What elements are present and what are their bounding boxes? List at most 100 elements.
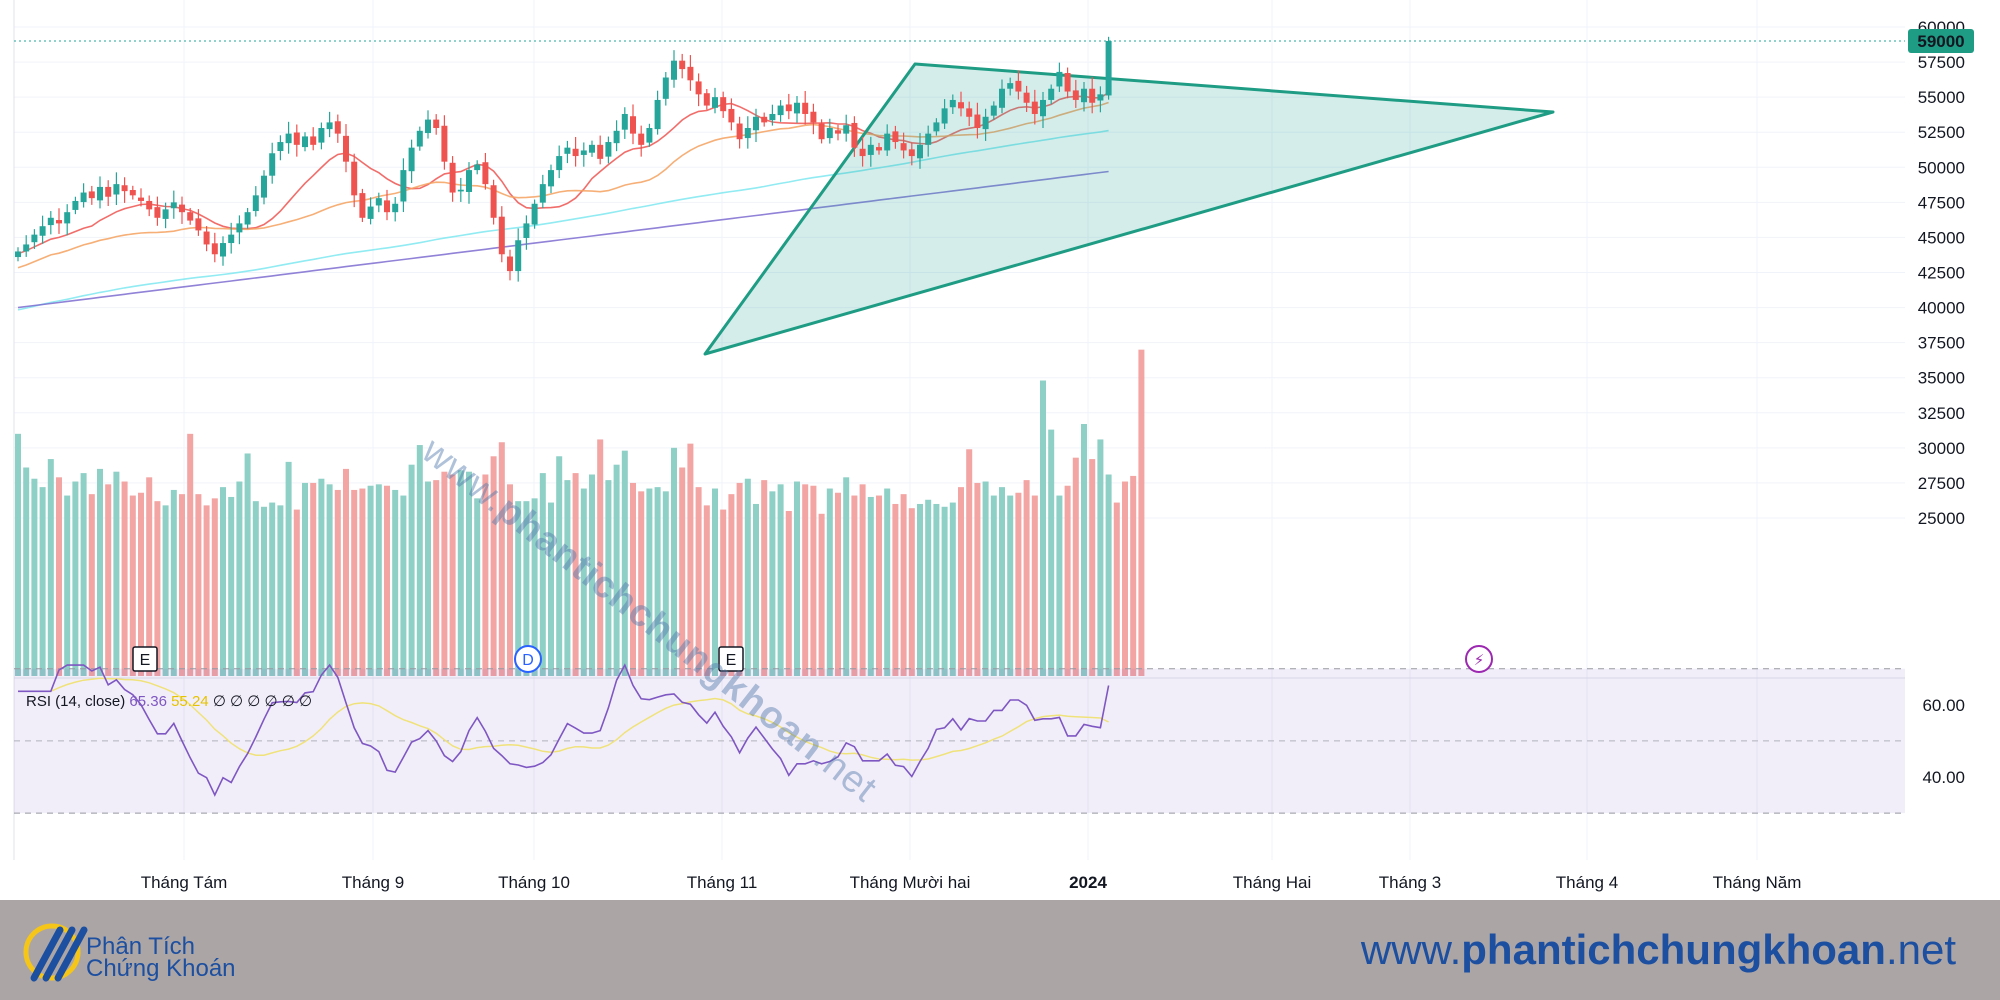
earnings-marker-2-label: E (726, 652, 737, 669)
site-suffix: .net (1885, 926, 1956, 973)
candle-body (605, 142, 612, 157)
footer-banner: Phân Tích Chứng Khoán www.phantichchungk… (0, 900, 2000, 1000)
volume-bar (162, 505, 169, 676)
volume-bar (23, 467, 30, 676)
candle-body (170, 202, 177, 209)
candle-body (367, 206, 374, 219)
volume-bar (941, 506, 948, 676)
candle-body (867, 144, 874, 155)
volume-bar (695, 487, 702, 676)
candle-body (630, 116, 636, 134)
rsi-signal-line (18, 677, 1109, 761)
volume-bar (228, 496, 235, 676)
candle-body (416, 130, 423, 147)
time-tick: Tháng Mười hai (850, 873, 971, 892)
site-url[interactable]: www.phantichchungkhoan.net (1361, 926, 1956, 974)
volume-bar (1064, 485, 1071, 676)
volume-bar (662, 491, 669, 676)
candle-body (318, 128, 325, 143)
rsi-legend: RSI (14, close) 65.36 55.24 ∅ ∅ ∅ ∅ ∅ ∅ (26, 693, 312, 710)
price-axis[interactable]: 6000057500550005250050000475004500042500… (1908, 18, 1974, 528)
volume-bar (761, 480, 768, 676)
candle-body (851, 122, 858, 148)
volume-bar (539, 473, 546, 676)
rsi-pane[interactable]: 60.00 40.00 RSI (14, close) 65.36 55.24 ∅ … (14, 663, 1965, 814)
grid (13, 0, 1905, 860)
candle-body (769, 113, 776, 121)
candle-body (1089, 88, 1096, 103)
candle-body (482, 162, 489, 185)
candle-body (720, 97, 727, 112)
triangle-pattern[interactable] (703, 62, 1555, 356)
volume-bar (211, 498, 218, 676)
volume-bar (859, 484, 866, 676)
candle-body (269, 153, 276, 176)
volume-bar (703, 505, 710, 676)
candle-body (105, 186, 112, 197)
chart-area[interactable]: 6000057500550005250050000475004500042500… (0, 0, 2000, 900)
candle-body (818, 123, 825, 140)
volume-bar (1007, 495, 1014, 676)
candle-body (326, 122, 333, 130)
volume-bar (802, 484, 809, 676)
volume-bar (56, 477, 62, 676)
candle-body (556, 156, 563, 171)
volume-bar (515, 501, 522, 676)
time-tick: Tháng 4 (1556, 873, 1618, 892)
candle-body (302, 136, 308, 148)
volume-bar (621, 450, 628, 676)
volume-bar (728, 494, 735, 676)
candle-body (999, 88, 1005, 108)
candle-body (187, 212, 194, 221)
volume-bar (64, 495, 71, 676)
volume-bar (47, 459, 54, 676)
time-tick: 2024 (1069, 873, 1107, 892)
volume-bar (1031, 495, 1038, 676)
price-tick: 55000 (1918, 88, 1965, 107)
price-tick: 45000 (1918, 228, 1965, 247)
volume-bar (375, 484, 382, 676)
volume-bar (261, 506, 267, 676)
candle-body (785, 104, 792, 112)
volume-bar (925, 499, 932, 676)
rsi-legend-value: 65.36 (129, 693, 171, 710)
volume-bar (310, 482, 317, 676)
candle-body (1105, 41, 1112, 96)
candle-body (498, 216, 505, 255)
site-prefix: www. (1360, 926, 1462, 973)
candle-body (835, 130, 841, 134)
candle-body (695, 81, 702, 95)
volume-bar (490, 456, 497, 676)
price-tick: 32500 (1918, 404, 1965, 423)
candle-body (531, 203, 538, 225)
volume-bar (203, 505, 210, 676)
candle-body (810, 111, 817, 123)
candle-body (228, 234, 235, 244)
site-name: phantichchungkhoan (1461, 926, 1886, 973)
volume-bar (1089, 459, 1096, 676)
candle-body (1007, 83, 1014, 89)
candle-body (457, 189, 464, 192)
candle-body (958, 102, 964, 109)
candle-body (138, 197, 144, 201)
volume-bar (129, 495, 136, 676)
volume-bar (564, 480, 571, 676)
volume-bar (466, 471, 472, 676)
candle-body (179, 204, 185, 213)
candle-body (1056, 71, 1063, 87)
volume-bar (72, 481, 79, 676)
candle-body (794, 102, 800, 114)
volume-bar (359, 488, 366, 676)
volume-bar (531, 498, 538, 676)
volume-bar (1097, 439, 1104, 676)
volume-bar (195, 494, 202, 676)
volume-bar (146, 477, 153, 676)
volume-bar (416, 445, 423, 676)
price-tick: 25000 (1918, 509, 1965, 528)
candle-body (900, 143, 907, 151)
candle-body (753, 116, 759, 131)
candle-body (146, 200, 153, 210)
event-markers[interactable]: E E D ⚡ (132, 645, 1493, 673)
time-axis[interactable]: Tháng Tám Tháng 9 Tháng 10 Tháng 11 Tháng Mư… (141, 873, 1802, 892)
volume-bar (97, 468, 103, 676)
